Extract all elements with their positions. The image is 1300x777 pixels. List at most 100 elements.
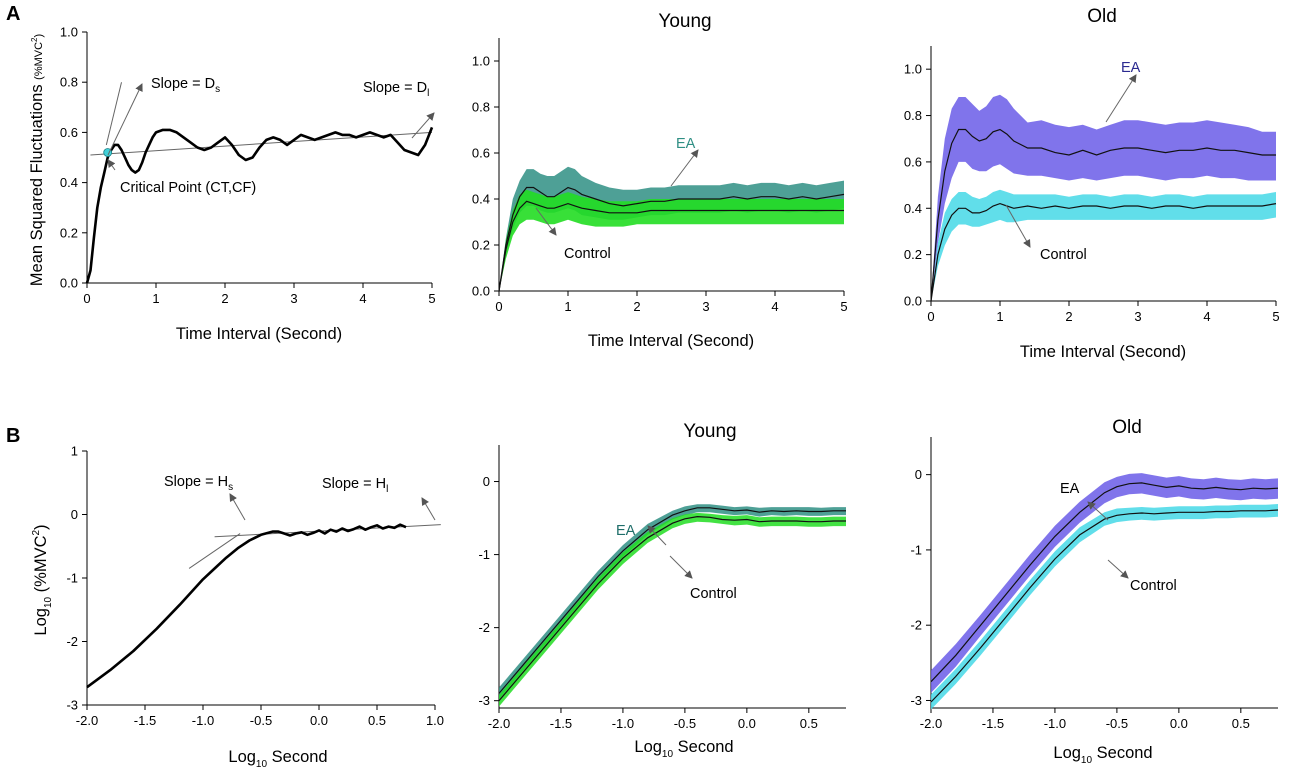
a1-data-line	[85, 126, 434, 284]
chart-a1-fluctuation: 0 1 2 3 4 5 0.0 0.2 0.4 0.6 0.8 1.0	[60, 25, 436, 307]
a2-x-tick-label: 0	[495, 299, 502, 314]
a1-x-tick-label: 1	[152, 291, 159, 306]
b3-x-tick-label: -1.0	[1044, 716, 1066, 731]
a2-band-control	[499, 189, 844, 291]
a1-y-tick-label: 0.6	[60, 125, 78, 140]
b3-x-sub: 10	[1081, 755, 1093, 766]
a2-y-tick-label: 0.2	[472, 238, 490, 253]
b2-x-tick-label: -1.0	[612, 716, 634, 731]
b2-x-tick-label: 0.0	[738, 716, 756, 731]
a2-mean-line-ea	[498, 186, 845, 292]
a1-y-main: Mean Squared Fluctuations	[28, 80, 46, 286]
b2-band-control	[499, 512, 846, 707]
ann-ea-b2: EA	[616, 523, 636, 539]
a2-y-tick-label: 0.8	[472, 100, 490, 115]
a3-x-tick-label: 5	[1272, 309, 1279, 324]
a3-x-tick-label: 4	[1203, 309, 1210, 324]
panel-label-a: A	[6, 3, 20, 25]
a1-x-tick-label: 5	[428, 291, 435, 306]
a3-x-tick-label: 1	[996, 309, 1003, 324]
chart-b2-young-log: -2.0 -1.5 -1.0 -0.5 0.0 0.5 -3 -2 -1 0	[478, 445, 846, 731]
b1-x-sub: 10	[256, 759, 268, 770]
b2-mean-line-ea	[498, 507, 846, 694]
b1-y-axis-label: Log10 (%MVC2)	[31, 524, 54, 635]
b3-y-tick-label: 0	[915, 467, 922, 482]
ann-arrow-ea-a2	[670, 149, 699, 187]
a1-y-unit: (%MVC	[33, 42, 45, 80]
b2-y-tick-label: -3	[478, 693, 490, 708]
a1-y-tick-label: 0.4	[60, 175, 78, 190]
ann-slope-ds-sub: s	[215, 84, 220, 95]
b3-band-control	[931, 504, 1278, 710]
ann-control-b3: Control	[1130, 578, 1177, 594]
b2-y-tick-label: -2	[478, 620, 490, 635]
a1-x-tick-label: 2	[221, 291, 228, 306]
b2-x-tick-label: -2.0	[488, 716, 510, 731]
ann-arrow-control-a3	[1005, 204, 1031, 248]
a3-band-control	[931, 189, 1276, 301]
ann-slope-hs-text: Slope = H	[164, 474, 228, 490]
b1-x-post: Second	[267, 748, 328, 766]
b1-y-sub: 10	[43, 596, 54, 608]
b2-x-tick-label: -0.5	[674, 716, 696, 731]
title-a-old: Old	[1087, 6, 1117, 27]
a1-y-tick-label: 0.0	[60, 276, 78, 291]
a2-y-tick-label: 1.0	[472, 54, 490, 69]
b3-x-tick-label: -2.0	[920, 716, 942, 731]
a3-y-tick-label: 0.6	[904, 154, 922, 169]
ann-ea-b3: EA	[1060, 481, 1080, 497]
b1-x-pre: Log	[228, 748, 256, 766]
b1-y-tick-label: 0	[71, 507, 78, 522]
chart-a3-old: 0 1 2 3 4 5 0.0 0.2 0.4 0.6 0.8 1.0	[904, 46, 1280, 324]
ann-control-a2: Control	[564, 246, 611, 262]
a2-x-tick-label: 5	[840, 299, 847, 314]
ann-slope-dl: Slope = Dl	[363, 80, 429, 99]
b2-y-tick-label: -1	[478, 547, 490, 562]
ann-arrow-ea-b3	[1087, 501, 1109, 521]
a2-x-tick-label: 1	[564, 299, 571, 314]
b3-x-tick-label: -0.5	[1106, 716, 1128, 731]
ann-arrow-slope-dl	[411, 112, 435, 139]
b2-x-sub: 10	[662, 749, 674, 760]
a3-x-tick-label: 0	[927, 309, 934, 324]
title-b-old: Old	[1112, 417, 1142, 438]
b3-y-tick-label: -2	[910, 618, 922, 633]
b2-x-axis-label: Log10 Second	[634, 738, 733, 760]
b2-x-tick-label: 0.5	[800, 716, 818, 731]
a3-x-tick-label: 2	[1065, 309, 1072, 324]
ann-arrow-critical-point	[107, 159, 116, 171]
title-b-young: Young	[683, 421, 736, 442]
a1-y-unit-close: )	[33, 34, 45, 38]
ann-arrow-control-a2	[535, 207, 557, 236]
a2-y-tick-label: 0.0	[472, 284, 490, 299]
ann-slope-ds-text: Slope = D	[151, 76, 215, 92]
a1-y-tick-label: 1.0	[60, 25, 78, 40]
a2-y-tick-label: 0.4	[472, 192, 490, 207]
b3-x-tick-label: 0.5	[1232, 716, 1250, 731]
b1-x-tick-label: -1.5	[134, 713, 156, 728]
b2-band-ea	[499, 504, 846, 700]
chart-b3-old-log: -2.0 -1.5 -1.0 -0.5 0.0 0.5 -3 -2 -1 0	[910, 437, 1279, 731]
ann-arrow-slope-hs	[229, 493, 246, 521]
b1-y-tick-label: -1	[66, 571, 78, 586]
a1-fit-line-slope-ds	[105, 82, 122, 146]
b2-y-tick-label: 0	[483, 474, 490, 489]
b1-y-tick-label: 1	[71, 444, 78, 459]
a2-y-tick-label: 0.6	[472, 146, 490, 161]
a1-y-unit-sup: 2	[30, 37, 39, 42]
b1-y-close: )	[32, 524, 50, 530]
a2-x-axis-label: Time Interval (Second)	[588, 332, 754, 350]
a1-y-tick-label: 0.8	[60, 75, 78, 90]
a3-mean-line-control	[930, 202, 1277, 302]
b1-y-mid: (%MVC	[32, 535, 50, 597]
a2-mean-line-control	[498, 200, 844, 292]
b3-x-tick-label: -1.5	[982, 716, 1004, 731]
a1-x-tick-label: 4	[359, 291, 366, 306]
b3-mean-line-ea	[930, 482, 1279, 683]
b1-y-sup: 2	[31, 529, 42, 535]
a3-x-tick-label: 3	[1134, 309, 1141, 324]
b1-y-pre: Log	[32, 608, 50, 636]
ann-control-b2: Control	[690, 586, 737, 602]
ann-arrow-slope-ds	[107, 83, 143, 156]
